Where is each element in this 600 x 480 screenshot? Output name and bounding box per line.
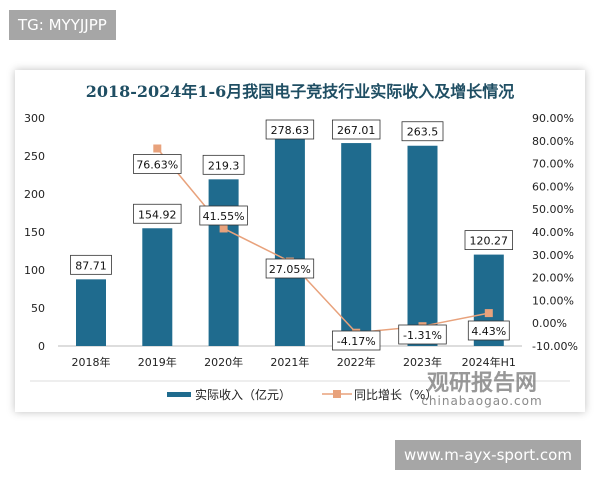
bar-data-label: 154.92 xyxy=(138,208,177,221)
watermark-logo-en: chinabaogao.com xyxy=(421,394,542,408)
bar-data-label: 219.3 xyxy=(208,159,240,172)
bar xyxy=(341,143,372,346)
bar-data-label: 120.27 xyxy=(470,235,509,248)
growth-data-label-box xyxy=(199,205,248,226)
growth-data-label: 76.63% xyxy=(136,158,178,171)
growth-data-label: -1.31% xyxy=(403,329,442,342)
legend-line-marker xyxy=(333,390,341,398)
right-axis-tick: -10.00% xyxy=(532,340,578,353)
x-axis-tick: 2021年 xyxy=(270,355,309,369)
growth-data-label: -4.17% xyxy=(337,335,376,348)
left-axis-tick: 300 xyxy=(24,112,45,125)
growth-data-label: 4.43% xyxy=(471,325,506,338)
legend-bar-label: 实际收入（亿元） xyxy=(195,387,291,402)
footer-tag: www.m-ayx-sport.com xyxy=(395,440,581,470)
growth-data-label: 41.55% xyxy=(203,210,245,223)
watermark-logo-cn: 观研报告网 xyxy=(427,371,537,396)
bar-data-label: 267.01 xyxy=(337,124,376,137)
right-axis-tick: 20.00% xyxy=(532,272,574,285)
right-axis-tick: 90.00% xyxy=(532,112,574,125)
x-axis-tick: 2022年 xyxy=(337,355,376,369)
right-axis-tick: 30.00% xyxy=(532,249,574,262)
bar-data-label-box xyxy=(464,230,513,250)
left-axis-tick: 100 xyxy=(24,264,45,277)
x-axis-tick: 2024年H1 xyxy=(462,355,516,369)
growth-line xyxy=(156,148,489,334)
growth-data-label-box xyxy=(133,154,182,174)
bar-data-label-box xyxy=(331,119,381,140)
chart-title: 2018-2024年1-6月我国电子竞技行业实际收入及增长情况 xyxy=(86,82,515,101)
growth-marker xyxy=(484,309,493,318)
right-axis-tick: 80.00% xyxy=(532,135,574,148)
growth-data-label-box xyxy=(467,320,510,341)
header-tag: TG: MYYJJPP xyxy=(9,10,116,40)
bar xyxy=(142,228,173,346)
left-axis-tick: 0 xyxy=(38,340,45,353)
bar-data-label-box xyxy=(265,119,315,140)
growth-marker xyxy=(153,144,162,153)
right-axis-tick: 40.00% xyxy=(532,226,574,239)
growth-data-label-box xyxy=(265,258,315,279)
growth-marker xyxy=(219,224,228,233)
bar-data-label-box xyxy=(133,203,182,224)
left-axis-tick: 250 xyxy=(24,150,45,163)
right-axis-tick: 70.00% xyxy=(532,158,574,171)
growth-data-label: 27.05% xyxy=(269,263,311,276)
growth-data-label-box xyxy=(398,324,447,345)
growth-data-label-box xyxy=(331,330,381,351)
bar xyxy=(208,179,239,346)
legend-bar-swatch xyxy=(167,392,191,397)
left-axis-tick: 150 xyxy=(24,226,45,239)
bar-data-label: 263.5 xyxy=(407,126,439,139)
bar-data-label: 278.63 xyxy=(271,124,310,137)
right-axis-tick: 60.00% xyxy=(532,180,574,193)
legend-line-label: 同比增长（%） xyxy=(354,388,437,402)
left-axis-tick: 50 xyxy=(31,302,45,315)
x-axis-tick: 2019年 xyxy=(138,355,177,369)
x-axis-tick: 2018年 xyxy=(72,355,111,369)
bar xyxy=(407,145,438,346)
bar-data-label-box xyxy=(401,121,444,142)
bar-data-label-box xyxy=(70,254,112,275)
right-axis-tick: 50.00% xyxy=(532,203,574,216)
bar-data-label: 87.71 xyxy=(75,259,107,272)
x-axis-tick: 2023年 xyxy=(403,355,442,369)
bar xyxy=(76,279,106,346)
left-axis-tick: 200 xyxy=(24,188,45,201)
bar-data-label-box xyxy=(202,154,245,175)
right-axis-tick: 10.00% xyxy=(532,294,574,307)
right-axis-tick: 0.00% xyxy=(532,317,567,330)
x-axis-tick: 2020年 xyxy=(204,355,243,369)
bar xyxy=(274,134,305,346)
